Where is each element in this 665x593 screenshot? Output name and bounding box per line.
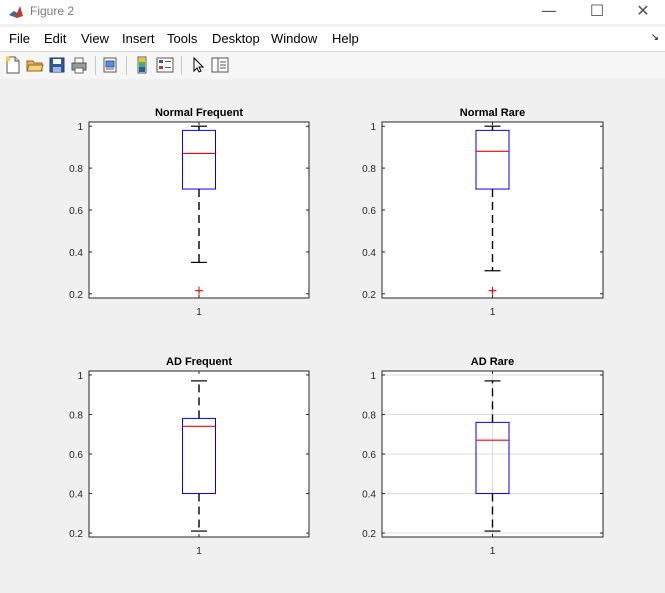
box <box>182 417 216 495</box>
plot-title: Normal Frequent <box>155 107 243 119</box>
new-figure-icon[interactable] <box>4 56 22 74</box>
matlab-logo-icon <box>8 4 24 20</box>
menu-insert[interactable]: Insert <box>122 31 155 46</box>
plot-title: AD Frequent <box>166 356 232 368</box>
axes-1: 0.2 0.4 0.6 0.8 1 1 Normal Frequent <box>69 107 310 318</box>
figure-canvas: 0.2 0.4 0.6 0.8 1 1 Normal Frequent 0.2 0.4 0.6 0.… <box>0 79 665 588</box>
menu-help[interactable]: Help <box>332 31 359 46</box>
plot-title: AD Rare <box>471 356 514 368</box>
y-tick-label: 0.6 <box>69 450 83 461</box>
y-tick-label: 0.8 <box>69 164 83 175</box>
axes-frame <box>88 121 310 299</box>
print-icon[interactable] <box>70 56 88 74</box>
colorbar-icon[interactable] <box>133 56 151 74</box>
menu-file[interactable]: File <box>9 31 30 46</box>
toolbar-separator <box>95 56 96 75</box>
y-tick-label: 0.8 <box>362 410 376 421</box>
menu-window[interactable]: Window <box>271 31 318 46</box>
menu-tools[interactable]: Tools <box>167 31 198 46</box>
toolbar-separator <box>181 56 182 75</box>
y-tick-label: 0.6 <box>69 206 83 217</box>
plot-title: Normal Rare <box>460 107 525 119</box>
box <box>182 129 216 190</box>
axes-4: 0.2 0.4 0.6 0.8 1 1 AD Rare <box>362 356 604 557</box>
y-tick-label: 1 <box>77 122 83 133</box>
x-tick-label: 1 <box>196 307 202 318</box>
toolbar <box>0 51 665 80</box>
y-tick-label: 0.2 <box>362 290 376 301</box>
axes-frame <box>88 370 310 538</box>
y-tick-label: 0.2 <box>69 529 83 540</box>
x-tick-label: 1 <box>490 307 496 318</box>
y-tick-label: 1 <box>370 122 376 133</box>
y-tick-label: 0.4 <box>362 490 376 501</box>
y-tick-label: 0.4 <box>69 490 83 501</box>
y-tick-label: 1 <box>370 371 376 382</box>
y-tick-label: 0.8 <box>362 164 376 175</box>
print-preview-icon[interactable] <box>101 56 119 74</box>
axes-2: 0.2 0.4 0.6 0.8 1 1 Normal Rare <box>362 107 604 318</box>
property-editor-icon[interactable] <box>211 56 229 74</box>
minimize-button[interactable]: — <box>541 1 557 20</box>
menu-edit[interactable]: Edit <box>44 31 67 46</box>
y-tick-label: 1 <box>77 371 83 382</box>
save-icon[interactable] <box>48 56 66 74</box>
title-bar: Figure 2 — ☐ ✕ <box>0 0 665 24</box>
window-title: Figure 2 <box>30 4 75 18</box>
toolbar-separator <box>126 56 127 75</box>
y-tick-label: 0.6 <box>362 206 376 217</box>
axes-3: 0.2 0.4 0.6 0.8 1 1 AD Frequent <box>69 356 310 557</box>
close-button[interactable]: ✕ <box>636 1 650 20</box>
box <box>475 129 510 190</box>
open-file-icon[interactable] <box>26 56 44 74</box>
axes-frame <box>381 370 604 538</box>
axes-frame <box>381 121 604 299</box>
y-tick-label: 0.2 <box>69 290 83 301</box>
y-tick-label: 0.4 <box>362 248 376 259</box>
dock-arrow-icon[interactable]: ↘ <box>650 32 659 43</box>
legend-icon[interactable] <box>156 56 174 74</box>
maximize-button[interactable]: ☐ <box>589 1 605 20</box>
pointer-icon[interactable] <box>189 56 207 74</box>
y-tick-label: 0.4 <box>69 248 83 259</box>
y-tick-label: 0.6 <box>362 450 376 461</box>
x-tick-label: 1 <box>196 546 202 557</box>
menu-desktop[interactable]: Desktop <box>212 31 260 46</box>
box <box>475 421 510 495</box>
x-tick-label: 1 <box>490 546 496 557</box>
menu-bar: File Edit View Insert Tools Desktop Wind… <box>0 27 665 51</box>
y-tick-label: 0.2 <box>362 529 376 540</box>
y-tick-label: 0.8 <box>69 410 83 421</box>
menu-view[interactable]: View <box>81 31 109 46</box>
